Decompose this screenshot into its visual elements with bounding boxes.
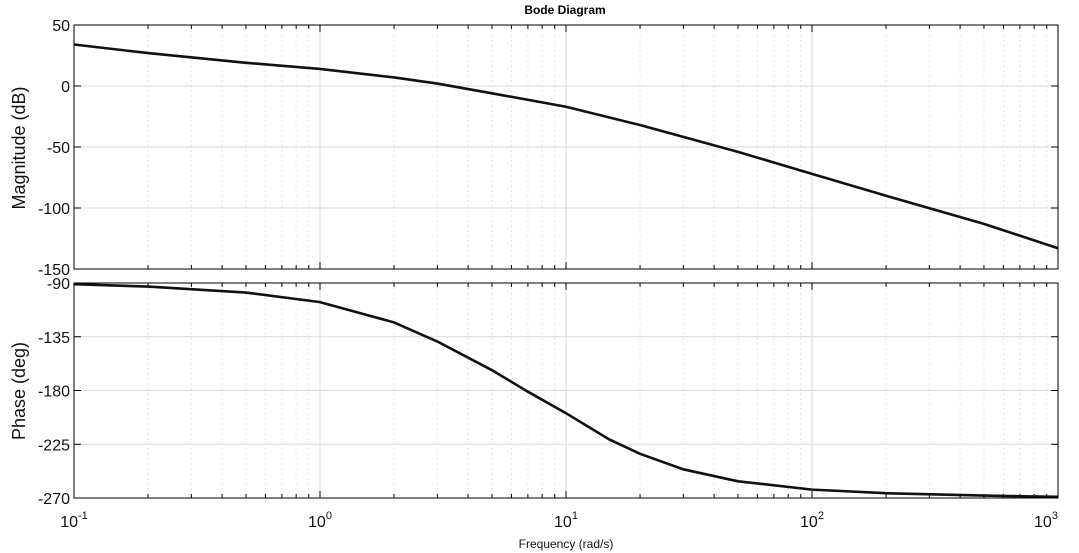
- phase-y-tick-label: -270: [38, 491, 70, 508]
- phase-curve: [73, 282, 1059, 499]
- magnitude-y-tick-label: 0: [61, 79, 70, 96]
- magnitude-y-tick-labels: 50 0 -50 -100 -150: [38, 18, 70, 279]
- magnitude-y-tick-label: -100: [38, 201, 70, 218]
- magnitude-y-tick-label: -150: [38, 262, 70, 279]
- phase-y-tick-label: -180: [38, 384, 70, 401]
- magnitude-y-axis-label: Magnitude (dB): [9, 86, 29, 209]
- phase-grid: [73, 282, 1058, 499]
- phase-y-tick-label: -135: [38, 330, 70, 347]
- phase-y-tick-label: -90: [47, 276, 70, 293]
- magnitude-axes: [73, 24, 1059, 270]
- frequency-tick-labels: 10-1 100 101 102 103: [60, 510, 1058, 531]
- phase-axes: [73, 282, 1059, 499]
- frequency-tick-label: 10-1: [60, 510, 88, 531]
- phase-y-axis-label: Phase (deg): [9, 342, 29, 440]
- frequency-tick-label: 102: [800, 510, 824, 531]
- frequency-tick-label: 101: [554, 510, 578, 531]
- magnitude-y-tick-label: -50: [47, 140, 70, 157]
- phase-y-tick-label: -225: [38, 437, 70, 454]
- magnitude-y-tick-label: 50: [52, 18, 70, 35]
- phase-y-tick-labels: -90 -135 -180 -225 -270: [38, 276, 70, 508]
- frequency-tick-label: 103: [1034, 510, 1058, 531]
- x-axis-label: Frequency (rad/s): [519, 537, 614, 551]
- chart-title: Bode Diagram: [524, 3, 605, 17]
- frequency-tick-label: 100: [308, 510, 332, 531]
- magnitude-curve: [73, 43, 1059, 250]
